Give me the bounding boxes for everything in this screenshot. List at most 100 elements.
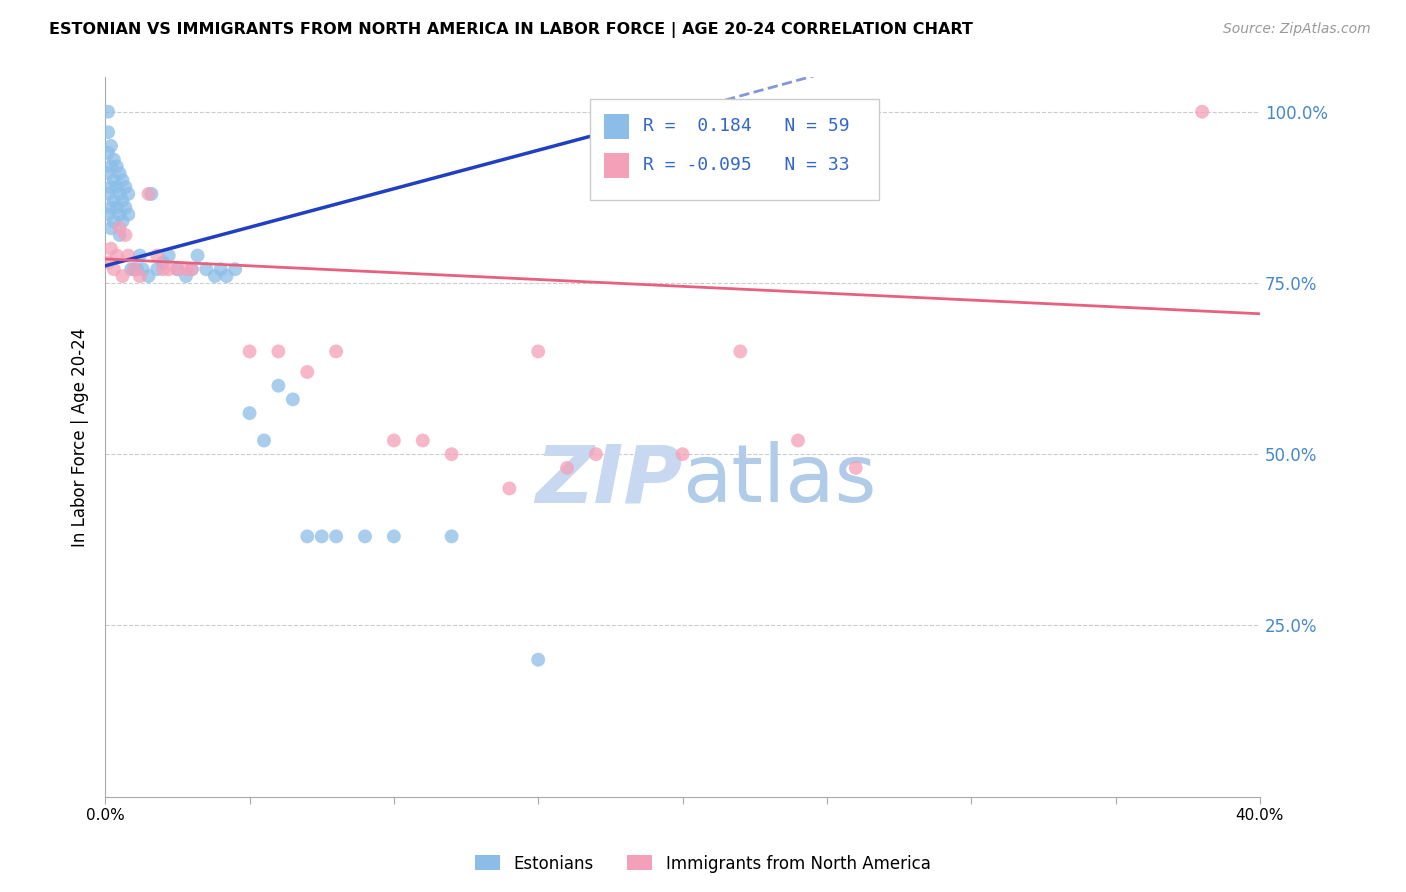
- Point: [152, 255, 174, 269]
- Point: [100, 221, 122, 235]
- Point: [555, 461, 578, 475]
- Point: [105, 201, 128, 215]
- Point: [498, 482, 520, 496]
- Point: [174, 262, 197, 277]
- Point: [354, 529, 377, 543]
- Point: [382, 529, 405, 543]
- Point: [97, 207, 120, 221]
- Point: [238, 406, 260, 420]
- Point: [787, 434, 810, 448]
- Point: [174, 269, 197, 284]
- Point: [114, 227, 136, 242]
- Point: [103, 173, 125, 187]
- Point: [141, 186, 163, 201]
- Point: [108, 221, 131, 235]
- Point: [297, 365, 319, 379]
- Point: [117, 186, 139, 201]
- Point: [122, 262, 145, 277]
- Text: Source: ZipAtlas.com: Source: ZipAtlas.com: [1223, 22, 1371, 37]
- Point: [100, 201, 122, 215]
- Point: [111, 269, 134, 284]
- Point: [97, 255, 120, 269]
- Point: [105, 160, 128, 174]
- Point: [180, 262, 202, 277]
- Point: [325, 529, 347, 543]
- Point: [100, 139, 122, 153]
- Point: [180, 262, 202, 277]
- Point: [108, 207, 131, 221]
- Point: [97, 104, 120, 119]
- Point: [209, 262, 232, 277]
- Point: [671, 447, 693, 461]
- Point: [224, 262, 246, 277]
- Point: [128, 269, 150, 284]
- Point: [1191, 104, 1213, 119]
- FancyBboxPatch shape: [605, 153, 630, 178]
- Point: [108, 186, 131, 201]
- Point: [111, 173, 134, 187]
- Point: [215, 269, 238, 284]
- Legend: Estonians, Immigrants from North America: Estonians, Immigrants from North America: [468, 848, 938, 880]
- Point: [103, 262, 125, 277]
- Text: R =  0.184   N = 59: R = 0.184 N = 59: [644, 118, 849, 136]
- Point: [166, 262, 188, 277]
- Point: [527, 653, 550, 667]
- Text: R = -0.095   N = 33: R = -0.095 N = 33: [644, 156, 849, 174]
- Point: [845, 461, 868, 475]
- Text: ESTONIAN VS IMMIGRANTS FROM NORTH AMERICA IN LABOR FORCE | AGE 20-24 CORRELATION: ESTONIAN VS IMMIGRANTS FROM NORTH AMERIC…: [49, 22, 973, 38]
- Point: [114, 201, 136, 215]
- Point: [166, 262, 188, 277]
- Point: [105, 248, 128, 262]
- FancyBboxPatch shape: [605, 114, 630, 139]
- Point: [108, 227, 131, 242]
- Point: [125, 262, 148, 277]
- Point: [440, 447, 463, 461]
- Point: [100, 180, 122, 194]
- Text: ZIP: ZIP: [536, 442, 682, 519]
- Point: [120, 262, 142, 277]
- Point: [97, 145, 120, 160]
- Point: [267, 378, 290, 392]
- Point: [138, 269, 160, 284]
- Point: [267, 344, 290, 359]
- Point: [114, 180, 136, 194]
- Point: [100, 242, 122, 256]
- Point: [412, 434, 434, 448]
- Point: [103, 194, 125, 208]
- Point: [100, 160, 122, 174]
- Point: [122, 262, 145, 277]
- Point: [527, 344, 550, 359]
- Point: [97, 125, 120, 139]
- Point: [128, 248, 150, 262]
- Point: [108, 166, 131, 180]
- Point: [253, 434, 276, 448]
- Point: [730, 344, 752, 359]
- Point: [117, 248, 139, 262]
- Point: [382, 434, 405, 448]
- Point: [281, 392, 304, 407]
- FancyBboxPatch shape: [591, 99, 879, 200]
- Point: [132, 262, 155, 277]
- Point: [146, 262, 169, 277]
- Point: [204, 269, 226, 284]
- Point: [146, 248, 169, 262]
- Point: [157, 248, 180, 262]
- Point: [297, 529, 319, 543]
- Point: [117, 207, 139, 221]
- Point: [585, 447, 607, 461]
- Point: [97, 166, 120, 180]
- Y-axis label: In Labor Force | Age 20-24: In Labor Force | Age 20-24: [72, 327, 89, 547]
- Point: [187, 248, 209, 262]
- Point: [138, 186, 160, 201]
- Text: atlas: atlas: [682, 442, 877, 519]
- Point: [311, 529, 333, 543]
- Point: [97, 186, 120, 201]
- Point: [325, 344, 347, 359]
- Point: [105, 180, 128, 194]
- Point: [238, 344, 260, 359]
- Point: [111, 194, 134, 208]
- Point: [103, 153, 125, 167]
- Point: [111, 214, 134, 228]
- Point: [440, 529, 463, 543]
- Point: [103, 214, 125, 228]
